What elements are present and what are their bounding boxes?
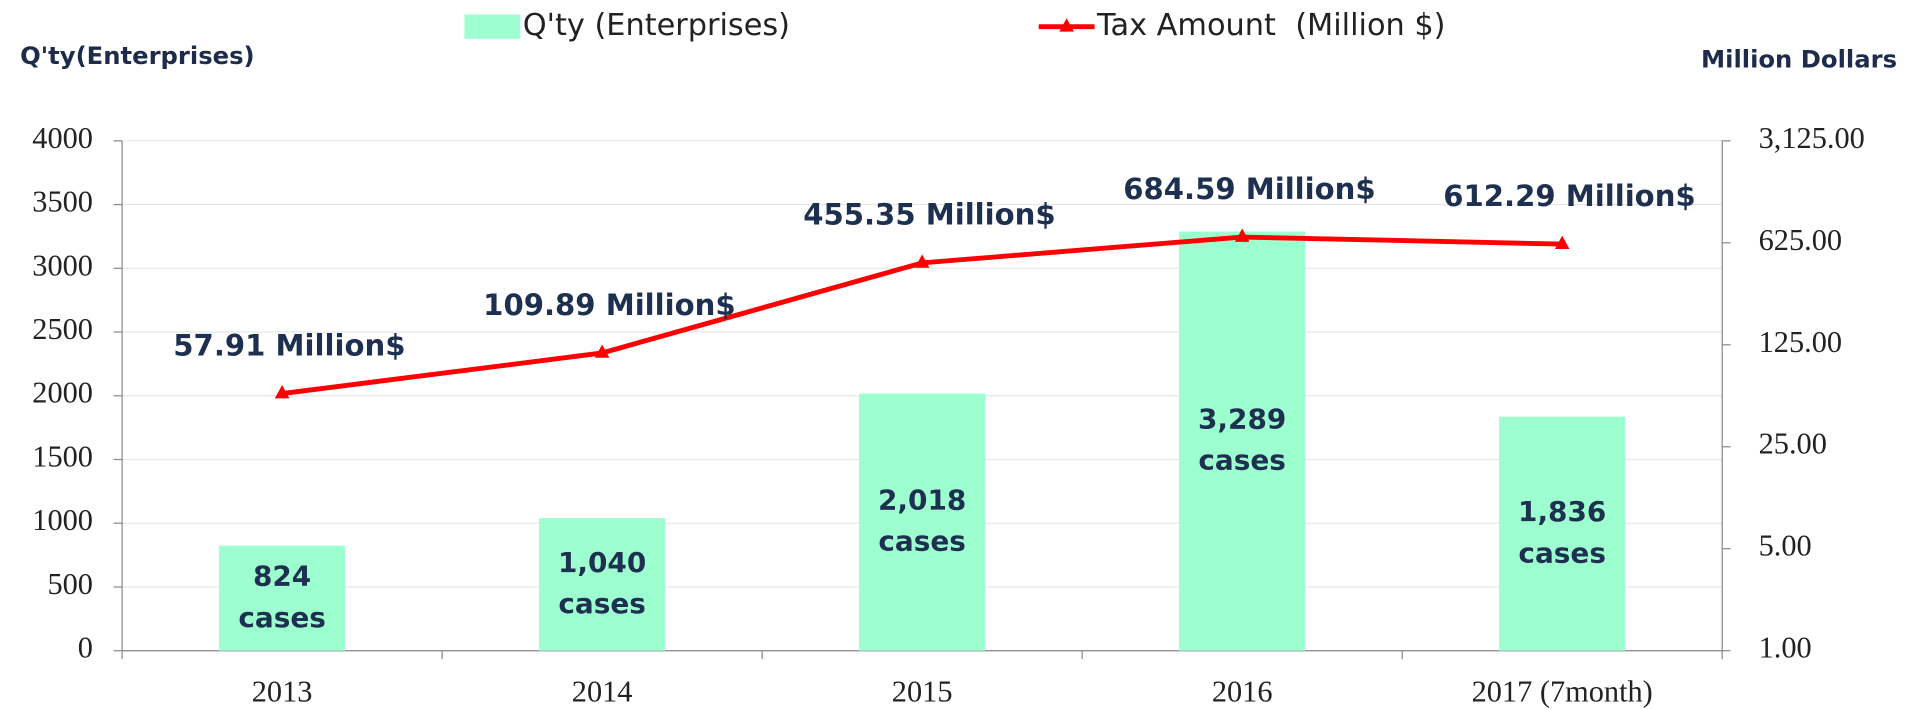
- x-tick-label: 2016: [1212, 674, 1273, 708]
- bar-value-label: 2,018 cases: [878, 483, 966, 557]
- bar: [538, 518, 666, 651]
- y-tick-label: 1000: [32, 503, 93, 537]
- legend-label: Q'ty (Enterprises): [523, 8, 790, 43]
- bar-value-label: 3,289 cases: [1198, 402, 1286, 476]
- y2-tick-label: 625.00: [1759, 223, 1842, 257]
- line-marker: [1554, 235, 1570, 249]
- y2-tick-label: 25.00: [1759, 427, 1827, 461]
- line-value-label: 57.91 Million$: [173, 328, 405, 362]
- y-tick-label: 500: [47, 567, 93, 601]
- y-tick-label: 2000: [32, 376, 93, 410]
- y-tick-label: 1500: [32, 439, 93, 473]
- y-tick-label: 0: [78, 631, 93, 665]
- bar: [859, 393, 986, 651]
- bar-value-label: 824 cases: [238, 560, 326, 634]
- y-axis-title: Q'ty(Enterprises): [20, 41, 255, 70]
- y2-axis-title: Million Dollars: [1701, 45, 1897, 74]
- line-marker: [274, 385, 290, 399]
- legend-swatch: [464, 14, 521, 39]
- x-tick-label: 2014: [572, 674, 633, 708]
- line-value-label: 612.29 Million$: [1443, 179, 1695, 213]
- y-tick-label: 3000: [32, 248, 93, 282]
- y2-tick-label: 5.00: [1759, 529, 1812, 563]
- legend-marker: [1059, 18, 1074, 32]
- line-marker: [1234, 228, 1250, 242]
- bar: [1179, 231, 1306, 651]
- line-value-label: 109.89 Million$: [483, 288, 735, 322]
- y-tick-label: 2500: [32, 312, 93, 346]
- x-tick-label: 2013: [252, 674, 313, 708]
- x-tick-label: 2015: [892, 674, 953, 708]
- y2-tick-label: 1.00: [1759, 631, 1812, 665]
- bar-value-label: 1,836 cases: [1518, 495, 1606, 569]
- line-value-label: 684.59 Million$: [1123, 172, 1375, 206]
- y-tick-label: 4000: [32, 121, 93, 155]
- legend-label: Tax Amount (Million $): [1096, 8, 1446, 43]
- line-marker: [594, 344, 610, 358]
- y-tick-label: 3500: [32, 185, 93, 219]
- y2-tick-label: 3,125.00: [1759, 121, 1865, 155]
- line-value-label: 455.35 Million$: [803, 198, 1055, 232]
- y2-tick-label: 125.00: [1759, 325, 1842, 359]
- bar: [218, 545, 346, 651]
- line-marker: [914, 254, 930, 268]
- x-tick-label: 2017 (7month): [1472, 674, 1653, 708]
- bar-value-label: 1,040 cases: [558, 546, 646, 620]
- bar: [1499, 416, 1626, 651]
